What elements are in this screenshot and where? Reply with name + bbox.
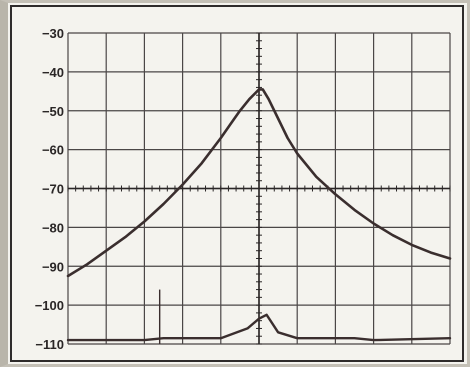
series-0-point-14 [267,98,270,100]
series-1-point-10 [353,337,356,339]
series-1-point-9 [296,337,298,339]
series-1-point-1 [143,339,145,341]
series-1-point-7 [269,320,272,322]
y-tick-label-5: −80 [42,220,64,235]
series-0-point-7 [201,162,203,164]
series-0-point-13 [262,88,264,90]
y-tick-label-8: −110 [35,337,64,352]
series-1-point-3 [220,337,222,339]
series-0-point-4 [143,220,145,223]
series-1-point-6 [266,314,268,316]
series-0-point-23 [411,244,413,246]
series-1-point-2 [162,337,165,339]
series-0-point-17 [296,152,298,155]
series-0-point-25 [449,257,451,260]
series-0-point-12 [258,88,260,90]
series-0-point-2 [105,250,107,252]
series-0-point-18 [315,176,317,178]
series-0-point-5 [162,203,165,205]
series-1-point-11 [373,339,375,341]
y-tick-label-7: −100 [35,298,64,313]
series-1-point-5 [258,318,260,320]
series-0-point-6 [182,184,184,186]
series-0-point-3 [124,236,126,238]
series-0-point-19 [334,193,336,195]
series-0-point-10 [239,110,241,112]
series-1-point-0 [67,339,69,341]
series-0-point-1 [86,263,88,265]
series-0-point-15 [277,117,279,120]
y-tick-label-2: −50 [42,104,64,119]
y-tick-label-0: −30 [42,26,64,41]
series-0-point-20 [353,209,356,211]
y-tick-label-6: −90 [42,259,64,274]
series-0-point-22 [392,234,394,236]
series-1-point-8 [277,331,279,333]
series-0-point-8 [220,137,222,139]
series-group [66,88,452,344]
series-1-point-4 [246,327,249,330]
series-0-point-9 [229,123,231,125]
series-0-point-24 [430,252,432,254]
y-tick-labels: −30 −40 −50 −60 −70 −80 −90 −100 −110 [35,26,64,352]
series-0-point-0 [67,275,69,277]
series-0-point-16 [287,137,289,139]
y-tick-label-4: −70 [42,182,64,197]
series-1-point-12 [449,337,451,339]
y-tick-label-3: −60 [42,143,64,158]
center-axes [67,32,451,345]
series-line-0 [66,88,452,278]
y-tick-label-1: −40 [42,65,64,80]
plot-border [10,5,464,362]
series-0-point-21 [373,222,375,225]
series-0-point-11 [248,98,251,100]
